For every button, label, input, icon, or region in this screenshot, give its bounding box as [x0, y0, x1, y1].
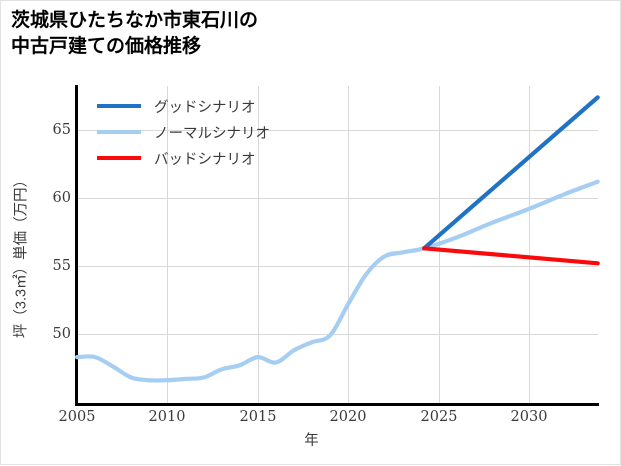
y-tick-65: 65 — [52, 122, 71, 138]
legend-item-good: グッドシナリオ — [97, 93, 317, 119]
gridline-y-50 — [77, 334, 598, 335]
y-tick-60: 60 — [52, 190, 71, 206]
y-axis-line — [75, 85, 78, 405]
x-tick-2030: 2030 — [510, 409, 548, 425]
gridline-y-60 — [77, 198, 598, 199]
gridline-y-65 — [77, 130, 598, 131]
x-tick-2010: 2010 — [148, 409, 186, 425]
gridline-y-55 — [77, 266, 598, 267]
legend-label-normal: ノーマルシナリオ — [154, 125, 270, 142]
legend-label-bad: バッドシナリオ — [154, 151, 256, 168]
y-tick-labels: 65 60 55 50 — [41, 1, 71, 466]
legend-item-bad: バッドシナリオ — [97, 145, 317, 171]
legend: グッドシナリオ ノーマルシナリオ バッドシナリオ — [97, 93, 317, 171]
x-axis-title: 年 — [304, 433, 319, 449]
legend-label-good: グッドシナリオ — [154, 99, 256, 116]
x-tick-2005: 2005 — [58, 409, 96, 425]
chart-title: 茨城県ひたちなか市東石川の 中古戸建ての価格推移 — [11, 10, 259, 58]
series-line-good — [422, 95, 600, 251]
series-line-normal — [74, 179, 600, 383]
legend-swatch-bad — [97, 156, 141, 160]
legend-item-normal: ノーマルシナリオ — [97, 119, 317, 145]
gridline-x-2030 — [529, 86, 530, 404]
legend-swatch-normal — [97, 130, 141, 134]
legend-swatch-good — [97, 104, 141, 108]
gridline-x-2025 — [439, 86, 440, 404]
x-tick-2020: 2020 — [329, 409, 367, 425]
y-tick-50: 50 — [52, 326, 71, 342]
x-tick-2015: 2015 — [239, 409, 277, 425]
x-tick-2025: 2025 — [420, 409, 458, 425]
gridline-x-2020 — [348, 86, 349, 404]
series-line-bad — [422, 246, 600, 266]
x-axis-line — [75, 403, 599, 406]
y-axis-title: 坪（3.3㎡）単価（万円） — [13, 172, 30, 339]
y-tick-55: 55 — [52, 258, 71, 274]
